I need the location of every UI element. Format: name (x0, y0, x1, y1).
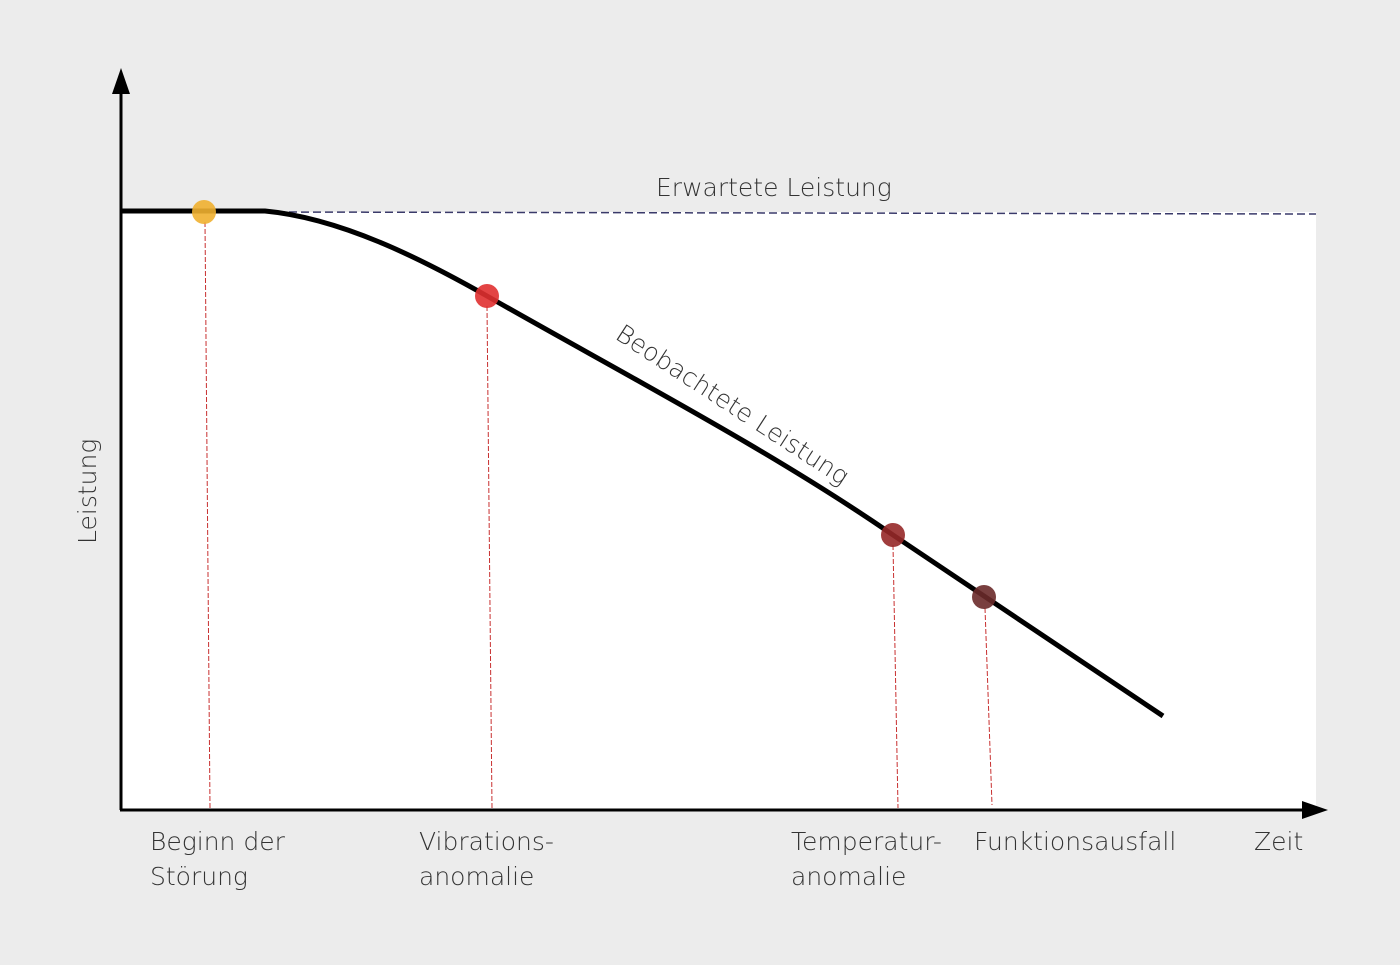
event-marker-functional-failure (972, 585, 996, 609)
y-axis-arrow-icon (112, 68, 130, 94)
expected-performance-line (264, 211, 1317, 215)
drop-lines (204, 221, 993, 809)
event-label: Funktionsausfall (974, 827, 1176, 856)
observed-performance-curve (122, 208, 1165, 719)
event-label: Vibrations- anomalie (419, 827, 562, 891)
x-axis-arrow-icon (1302, 801, 1328, 819)
expected-performance-label: Erwartete Leistung (656, 173, 892, 202)
x-axis-label: Zeit (1254, 827, 1303, 856)
event-marker-vibration (475, 284, 499, 308)
drop-line (984, 607, 993, 806)
drop-line (892, 544, 899, 809)
event-marker-temperature (881, 523, 905, 547)
event-label: Temperatur- anomalie (791, 827, 950, 891)
event-label: Beginn der Störung (150, 827, 293, 891)
plot-area (122, 212, 1316, 809)
event-marker-failure-onset (192, 200, 216, 224)
y-axis-label: Leistung (73, 439, 102, 544)
